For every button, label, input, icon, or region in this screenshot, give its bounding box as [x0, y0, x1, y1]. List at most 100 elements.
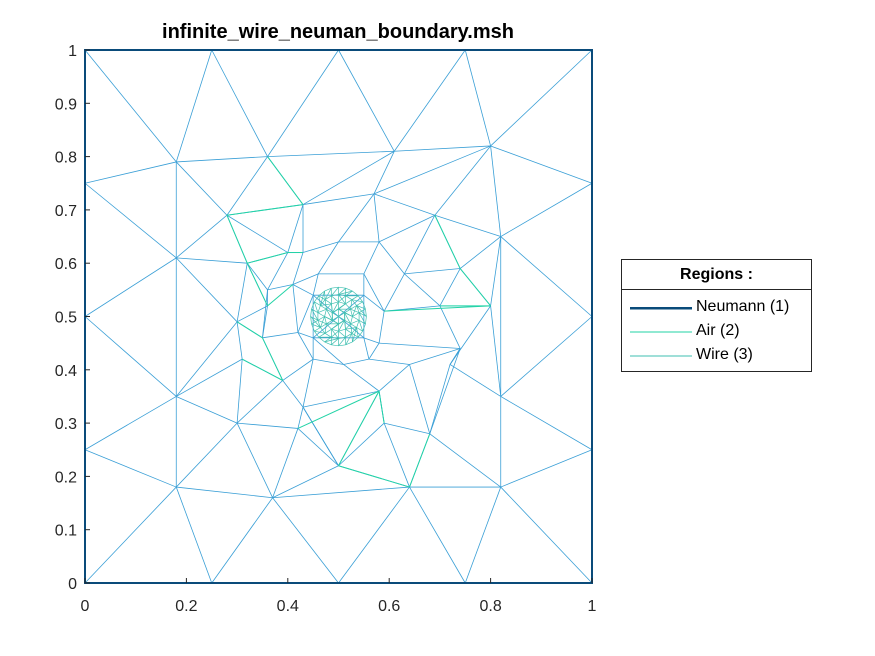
wire-edge-136 — [311, 308, 319, 313]
legend-label-neumann: Neumann (1) — [696, 298, 790, 315]
wire-edge-48 — [356, 305, 360, 313]
mesh-edge-35 — [211, 497, 273, 584]
wire-edge-71 — [320, 305, 327, 310]
mesh-edge-105 — [409, 364, 431, 434]
mesh-edge-174 — [404, 268, 461, 275]
wire-edge-26 — [331, 303, 333, 321]
mesh-edge-75 — [176, 396, 238, 424]
mesh-edge-46 — [394, 145, 491, 152]
mesh-edge-154 — [363, 337, 380, 344]
wire-edge-94 — [345, 328, 353, 334]
wire-edge-158 — [338, 336, 346, 347]
mesh-edge-115 — [378, 241, 405, 275]
air-inner-edge-9 — [384, 305, 491, 312]
mesh-edge-21 — [393, 49, 466, 152]
mesh-edge-146 — [343, 358, 370, 365]
x-tick-label-1: 0.2 — [175, 598, 197, 615]
wire-edge-165 — [357, 330, 363, 338]
wire-edge-51 — [351, 299, 357, 306]
wire-edge-61 — [338, 294, 346, 305]
wire-edge-150 — [324, 341, 332, 346]
mesh-edge-153 — [363, 294, 385, 312]
mesh-edge-77 — [175, 257, 238, 323]
wire-edge-15 — [345, 303, 351, 310]
mesh-edge-26 — [500, 236, 593, 317]
wire-edge-39 — [338, 328, 346, 332]
wire-edge-141 — [311, 323, 315, 332]
wire-edge-162 — [352, 336, 359, 343]
y-tick-label-6: 0.6 — [55, 256, 77, 273]
wire-edge-159 — [345, 341, 353, 346]
wire-edge-146 — [314, 330, 326, 334]
mesh-edge-130 — [317, 241, 339, 275]
air-inner-edge-6 — [247, 252, 288, 264]
wire-edge-67 — [324, 299, 332, 305]
legend: Regions : Neumann (1) Air (2) Wire (3) — [621, 259, 812, 372]
wire-edge-109 — [356, 301, 363, 306]
wire-edge-106 — [358, 308, 366, 313]
wire-edge-73 — [317, 308, 327, 314]
wire-edge-120 — [331, 286, 339, 289]
mesh-edge-60 — [302, 150, 395, 205]
mesh-edge-108 — [236, 380, 284, 424]
wire-edge-115 — [345, 290, 353, 297]
wire-edge-98 — [350, 323, 357, 328]
air-inner-edge-11 — [297, 390, 380, 429]
wire-edge-126 — [318, 290, 325, 297]
wire-edge-156 — [338, 344, 346, 347]
mesh-edge-144 — [378, 311, 385, 344]
mesh-edge-74 — [175, 422, 238, 488]
air-inner-edge-7 — [434, 215, 461, 269]
wire-edge-45 — [350, 316, 353, 324]
mesh-edge-30 — [500, 486, 593, 584]
air-inner-edge-1 — [226, 204, 304, 216]
wire-edge-147 — [318, 336, 325, 343]
mesh-edge-86 — [449, 305, 491, 365]
mesh-edge-38 — [84, 449, 177, 488]
air-inner-edge-15 — [378, 391, 385, 424]
mesh-edge-175 — [226, 214, 289, 253]
mesh-edge-17 — [175, 49, 213, 163]
mesh-edge-62 — [373, 145, 491, 195]
wire-edge-170 — [358, 320, 363, 332]
wire-edge-171 — [365, 316, 367, 325]
mesh-edge-96 — [287, 204, 304, 253]
wire-edge-21 — [331, 301, 339, 305]
x-tick-label-3: 0.6 — [378, 598, 400, 615]
mesh-edge-141 — [292, 273, 319, 285]
wire-edge-63 — [324, 295, 332, 300]
mesh-edge-69 — [429, 433, 501, 488]
mesh-edge-119 — [378, 364, 410, 392]
wire-edge-7 — [332, 316, 339, 321]
legend-entry-air: Air (2) — [622, 321, 811, 341]
wire-edge-54 — [345, 295, 353, 300]
mesh-edge-155 — [363, 337, 370, 360]
legend-swatch-neumann — [630, 307, 692, 310]
mesh-edge-18 — [211, 49, 268, 157]
wire-edge-20 — [332, 303, 346, 314]
mesh-edge-140 — [267, 284, 293, 291]
wire-edge-87 — [338, 336, 346, 339]
mesh-edge-33 — [338, 486, 410, 584]
mesh-edge-64 — [434, 214, 501, 237]
wire-edge-172 — [358, 320, 366, 325]
wire-edge-100 — [350, 319, 360, 325]
mesh-edge-147 — [313, 358, 344, 365]
mesh-edge-67 — [490, 305, 502, 397]
mesh-edge-65 — [459, 236, 501, 269]
mesh-edge-158 — [297, 332, 314, 339]
legend-swatch-wire — [630, 355, 692, 357]
air-inner-edge-4 — [267, 284, 294, 307]
mesh-edge-172 — [429, 348, 461, 434]
air-inner-edge-14 — [409, 433, 431, 488]
mesh-edge-43 — [84, 161, 177, 184]
mesh-edge-98 — [338, 193, 375, 243]
wire-edge-56 — [345, 299, 353, 305]
mesh-edge-91 — [237, 422, 298, 429]
mesh-edge-41 — [84, 257, 177, 317]
mesh-edge-90 — [297, 428, 339, 467]
mesh-edge-47 — [490, 145, 502, 237]
wire-edge-38 — [331, 319, 345, 330]
wire-edge-41 — [338, 319, 345, 332]
